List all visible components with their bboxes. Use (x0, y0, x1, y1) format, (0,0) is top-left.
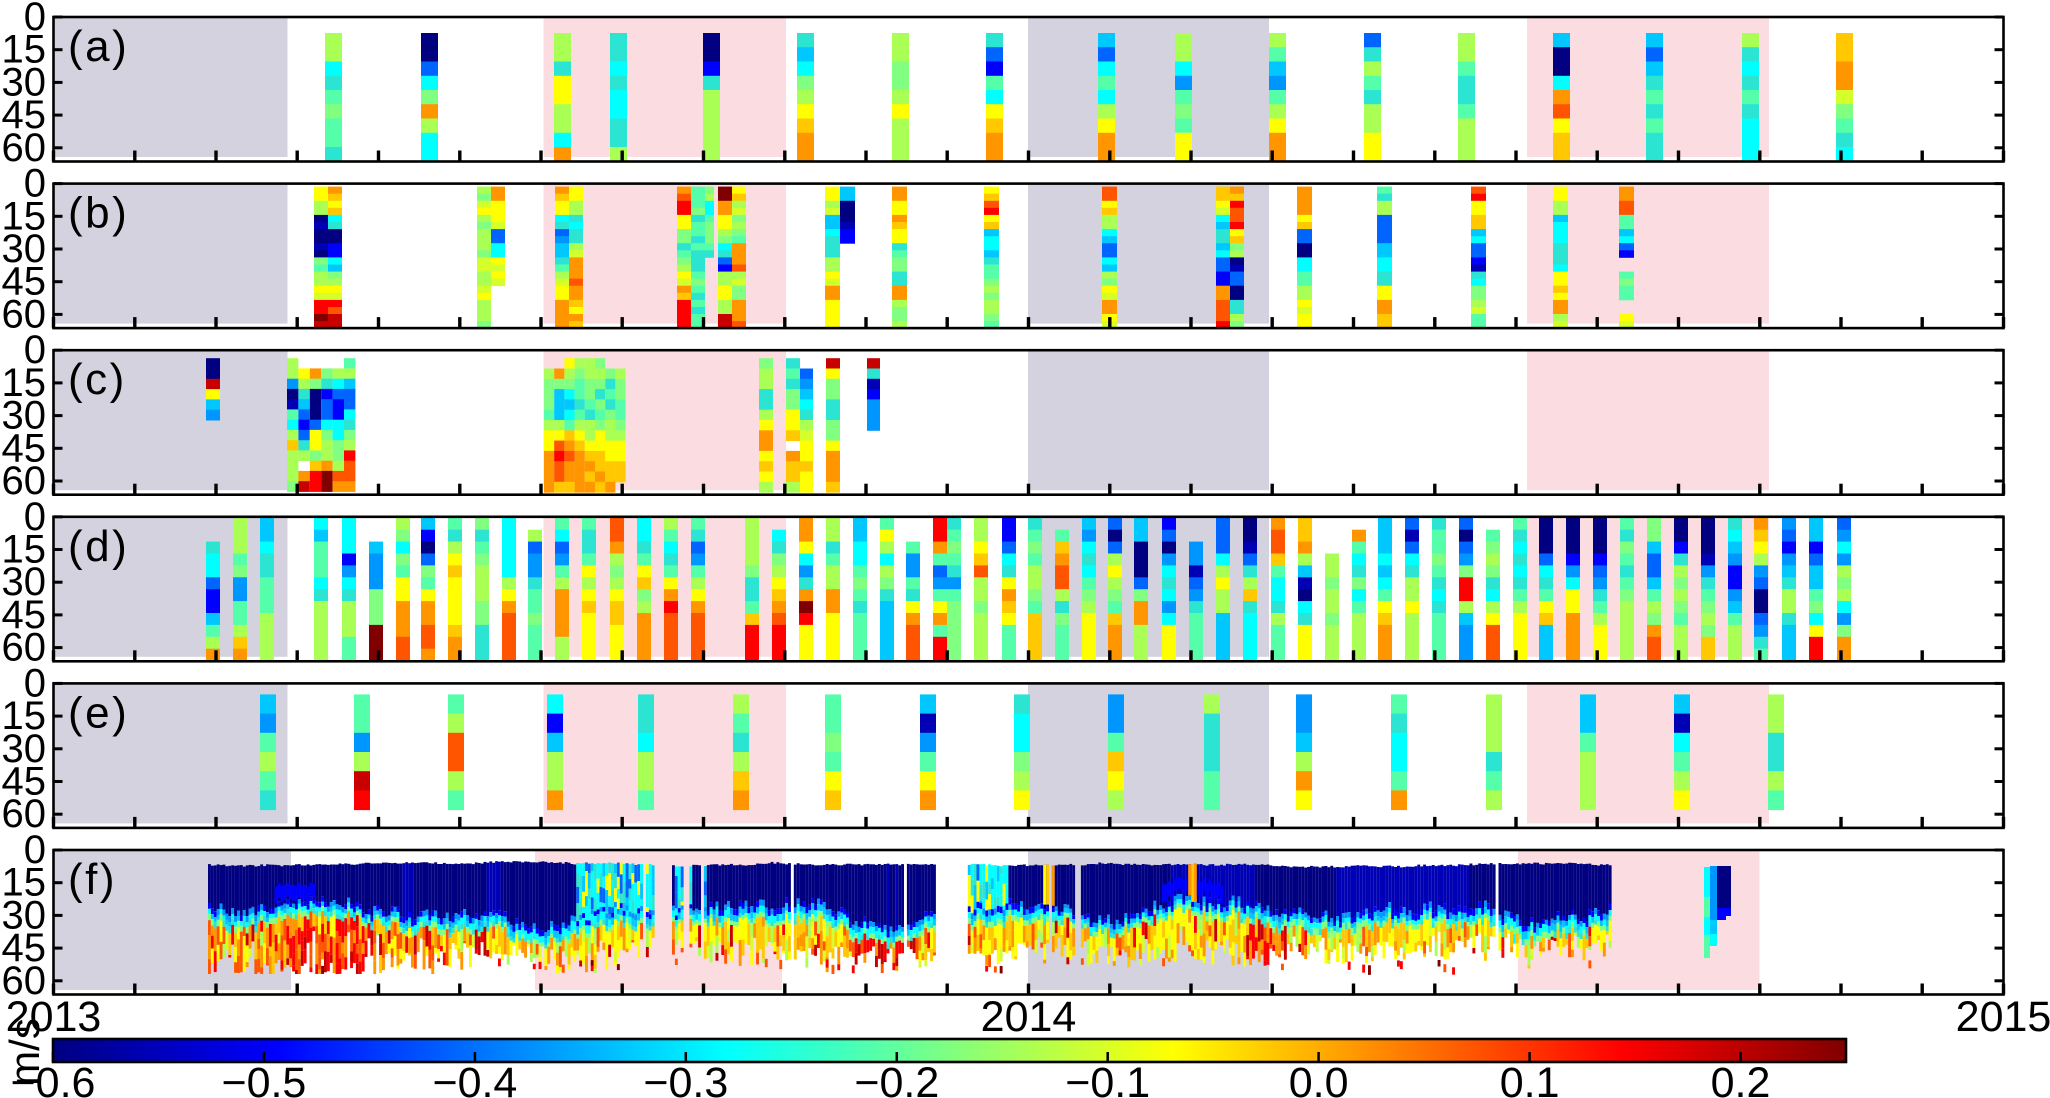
svg-text:2013: 2013 (6, 993, 102, 1041)
svg-text:45: 45 (2, 93, 47, 137)
svg-text:60: 60 (2, 959, 47, 1003)
svg-text:2014: 2014 (981, 993, 1077, 1041)
svg-text:m/s: m/s (1, 1018, 48, 1086)
svg-text:−0.3: −0.3 (643, 1059, 728, 1098)
svg-text:45: 45 (2, 260, 47, 304)
svg-text:60: 60 (2, 126, 47, 170)
svg-text:(e): (e) (68, 688, 129, 737)
svg-text:45: 45 (2, 426, 47, 470)
svg-text:45: 45 (2, 593, 47, 637)
svg-text:15: 15 (2, 861, 47, 905)
svg-text:0: 0 (24, 495, 46, 539)
svg-text:0: 0 (24, 328, 46, 372)
svg-text:30: 30 (2, 394, 47, 438)
svg-text:0.2: 0.2 (1711, 1059, 1771, 1098)
svg-text:60: 60 (2, 459, 47, 503)
svg-text:(c): (c) (68, 355, 127, 404)
svg-text:60: 60 (2, 792, 47, 836)
svg-text:30: 30 (2, 560, 47, 604)
svg-text:0: 0 (24, 162, 46, 206)
svg-text:2015: 2015 (1956, 993, 2050, 1041)
svg-text:30: 30 (2, 727, 47, 771)
svg-text:−0.5: −0.5 (221, 1059, 306, 1098)
svg-text:0: 0 (24, 0, 46, 39)
svg-text:45: 45 (2, 760, 47, 804)
svg-text:60: 60 (2, 292, 47, 336)
svg-text:−0.1: −0.1 (1065, 1059, 1150, 1098)
svg-text:30: 30 (2, 893, 47, 937)
svg-text:15: 15 (2, 28, 47, 72)
svg-text:30: 30 (2, 227, 47, 271)
svg-text:−0.2: −0.2 (854, 1059, 939, 1098)
svg-text:−0.4: −0.4 (432, 1059, 517, 1098)
svg-text:0: 0 (24, 661, 46, 705)
svg-text:−0.6: −0.6 (11, 1059, 96, 1098)
svg-text:15: 15 (2, 694, 47, 738)
svg-text:(a): (a) (68, 22, 129, 71)
svg-text:0.1: 0.1 (1500, 1059, 1560, 1098)
svg-text:15: 15 (2, 361, 47, 405)
svg-text:15: 15 (2, 194, 47, 238)
svg-text:(b): (b) (68, 189, 129, 238)
svg-text:15: 15 (2, 528, 47, 572)
svg-text:30: 30 (2, 60, 47, 104)
svg-text:(f): (f) (68, 855, 117, 904)
svg-text:60: 60 (2, 626, 47, 670)
svg-text:45: 45 (2, 926, 47, 970)
svg-text:0: 0 (24, 828, 46, 872)
svg-text:0.0: 0.0 (1289, 1059, 1349, 1098)
svg-text:(d): (d) (68, 522, 129, 571)
